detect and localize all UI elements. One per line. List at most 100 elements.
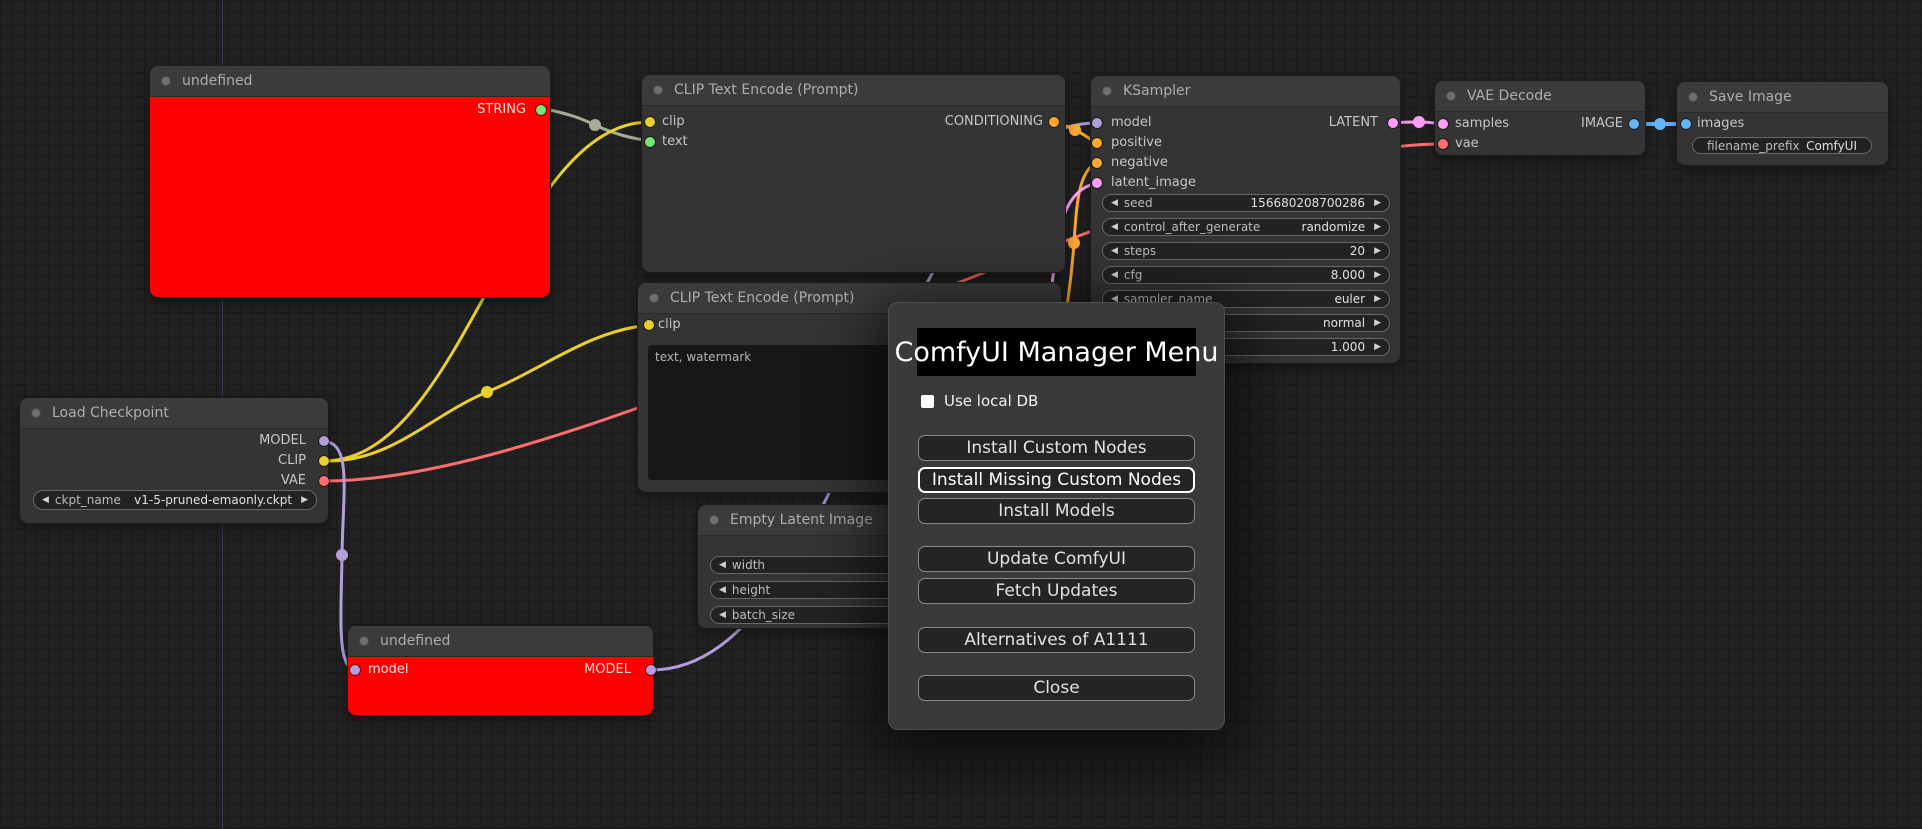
- collapse-dot[interactable]: [31, 408, 41, 418]
- input-clip-dot[interactable]: [644, 320, 654, 330]
- collapse-dot[interactable]: [1102, 86, 1112, 96]
- collapse-dot[interactable]: [1688, 92, 1698, 102]
- output-model-dot[interactable]: [646, 665, 656, 675]
- output-model-label: MODEL: [584, 662, 631, 677]
- widget-label: control_after_generate: [1123, 220, 1261, 234]
- comfyui-manager-dialog: ComfyUI Manager Menu Use local DB Instal…: [888, 302, 1225, 730]
- output-vae-label: VAE: [280, 473, 306, 488]
- collapse-dot[interactable]: [649, 293, 659, 303]
- update-comfyui-button[interactable]: Update ComfyUI: [918, 546, 1195, 572]
- increment-arrow-icon[interactable]: ▶: [301, 495, 308, 505]
- input-latent-image-label: latent_image: [1111, 175, 1197, 190]
- steps-widget[interactable]: ◀ steps 20 ▶: [1102, 242, 1390, 260]
- reroute-dot-model: [336, 549, 348, 561]
- seed-widget[interactable]: ◀ seed 156680208700286 ▶: [1102, 194, 1390, 212]
- increment-arrow-icon[interactable]: ▶: [1374, 318, 1381, 328]
- install-missing-custom-nodes-button[interactable]: Install Missing Custom Nodes: [918, 467, 1195, 493]
- widget-label: cfg: [1123, 268, 1143, 282]
- collapse-dot[interactable]: [359, 636, 369, 646]
- cfg-widget[interactable]: ◀ cfg 8.000 ▶: [1102, 266, 1390, 284]
- node-vae-decode[interactable]: VAE Decode samples vae IMAGE: [1435, 81, 1645, 155]
- widget-value[interactable]: 156680208700286: [1250, 196, 1366, 210]
- collapse-dot[interactable]: [1446, 91, 1456, 101]
- node-title: CLIP Text Encode (Prompt): [670, 290, 855, 306]
- widget-value[interactable]: euler: [1334, 292, 1366, 306]
- collapse-dot[interactable]: [653, 85, 663, 95]
- node-load-checkpoint[interactable]: Load Checkpoint MODEL CLIP VAE ◀ ckpt_na…: [20, 398, 329, 523]
- widget-value[interactable]: 20: [1349, 244, 1366, 258]
- input-negative-dot[interactable]: [1092, 158, 1102, 168]
- input-text-dot[interactable]: [645, 137, 655, 147]
- increment-arrow-icon[interactable]: ▶: [1374, 294, 1381, 304]
- input-images-dot[interactable]: [1681, 119, 1691, 129]
- output-string-dot[interactable]: [536, 105, 546, 115]
- decrement-arrow-icon[interactable]: ◀: [719, 560, 726, 570]
- output-vae-dot[interactable]: [319, 476, 329, 486]
- increment-arrow-icon[interactable]: ▶: [1374, 246, 1381, 256]
- input-model-dot[interactable]: [350, 665, 360, 675]
- ckpt-name-widget[interactable]: ◀ ckpt_name v1-5-pruned-emaonly.ckpt ▶: [33, 490, 317, 510]
- dialog-title: ComfyUI Manager Menu: [894, 328, 1219, 376]
- decrement-arrow-icon[interactable]: ◀: [1111, 198, 1118, 208]
- install-models-button[interactable]: Install Models: [918, 498, 1195, 524]
- decrement-arrow-icon[interactable]: ◀: [719, 585, 726, 595]
- node-clip-text-encode-1[interactable]: CLIP Text Encode (Prompt) clip text COND…: [642, 75, 1065, 272]
- widget-value[interactable]: normal: [1323, 316, 1366, 330]
- collapse-dot[interactable]: [161, 76, 171, 86]
- input-clip-dot[interactable]: [645, 117, 655, 127]
- decrement-arrow-icon[interactable]: ◀: [1111, 246, 1118, 256]
- widget-value[interactable]: 8.000: [1330, 268, 1366, 282]
- node-title: KSampler: [1123, 83, 1191, 99]
- widget-value[interactable]: 1.000: [1330, 340, 1366, 354]
- install-custom-nodes-button[interactable]: Install Custom Nodes: [918, 435, 1195, 461]
- input-model-label: model: [368, 662, 409, 677]
- widget-label: height: [731, 583, 771, 597]
- decrement-arrow-icon[interactable]: ◀: [1111, 222, 1118, 232]
- control-after-generate-widget[interactable]: ◀ control_after_generate randomize ▶: [1102, 218, 1390, 236]
- input-model-dot[interactable]: [1092, 118, 1102, 128]
- input-positive-dot[interactable]: [1092, 138, 1102, 148]
- output-conditioning-dot[interactable]: [1049, 117, 1059, 127]
- node-title: VAE Decode: [1467, 88, 1552, 104]
- reroute-dot-string: [589, 119, 601, 131]
- increment-arrow-icon[interactable]: ▶: [1374, 342, 1381, 352]
- node-undefined-bottom[interactable]: undefined model MODEL: [348, 626, 656, 715]
- output-image-dot[interactable]: [1629, 119, 1639, 129]
- input-model-label: model: [1111, 115, 1152, 130]
- increment-arrow-icon[interactable]: ▶: [1374, 222, 1381, 232]
- increment-arrow-icon[interactable]: ▶: [1374, 270, 1381, 280]
- widget-label: seed: [1123, 196, 1153, 210]
- input-clip-label: clip: [658, 317, 681, 332]
- alternatives-of-a1111-button[interactable]: Alternatives of A1111: [918, 627, 1195, 653]
- input-samples-dot[interactable]: [1438, 119, 1448, 129]
- input-latent-image-dot[interactable]: [1092, 178, 1102, 188]
- widget-label: width: [731, 558, 765, 572]
- decrement-arrow-icon[interactable]: ◀: [1111, 270, 1118, 280]
- node-title: Empty Latent Image: [730, 512, 873, 528]
- output-clip-dot[interactable]: [319, 456, 329, 466]
- reroute-dot-positive: [1069, 124, 1081, 136]
- widget-value[interactable]: v1-5-pruned-emaonly.ckpt: [134, 493, 293, 507]
- input-vae-dot[interactable]: [1438, 139, 1448, 149]
- output-model-label: MODEL: [259, 433, 306, 448]
- node-save-image[interactable]: Save Image images filename_prefix ComfyU…: [1677, 82, 1888, 165]
- input-positive-label: positive: [1111, 135, 1162, 150]
- output-latent-dot[interactable]: [1388, 118, 1398, 128]
- increment-arrow-icon[interactable]: ▶: [1374, 198, 1381, 208]
- use-local-db-checkbox[interactable]: [921, 394, 934, 408]
- output-model-dot[interactable]: [319, 436, 329, 446]
- collapse-dot[interactable]: [709, 515, 719, 525]
- error-node-body: [348, 657, 653, 715]
- decrement-arrow-icon[interactable]: ◀: [719, 610, 726, 620]
- close-button[interactable]: Close: [918, 675, 1195, 701]
- fetch-updates-button[interactable]: Fetch Updates: [918, 578, 1195, 604]
- decrement-arrow-icon[interactable]: ◀: [1111, 294, 1118, 304]
- error-node-body: [150, 97, 550, 297]
- widget-value[interactable]: ComfyUI: [1806, 138, 1857, 153]
- widget-value[interactable]: randomize: [1301, 220, 1366, 234]
- decrement-arrow-icon[interactable]: ◀: [42, 495, 49, 505]
- input-text-label: text: [662, 134, 688, 149]
- filename-prefix-widget[interactable]: filename_prefix ComfyUI: [1692, 137, 1872, 154]
- node-undefined-top[interactable]: undefined STRING: [150, 66, 550, 297]
